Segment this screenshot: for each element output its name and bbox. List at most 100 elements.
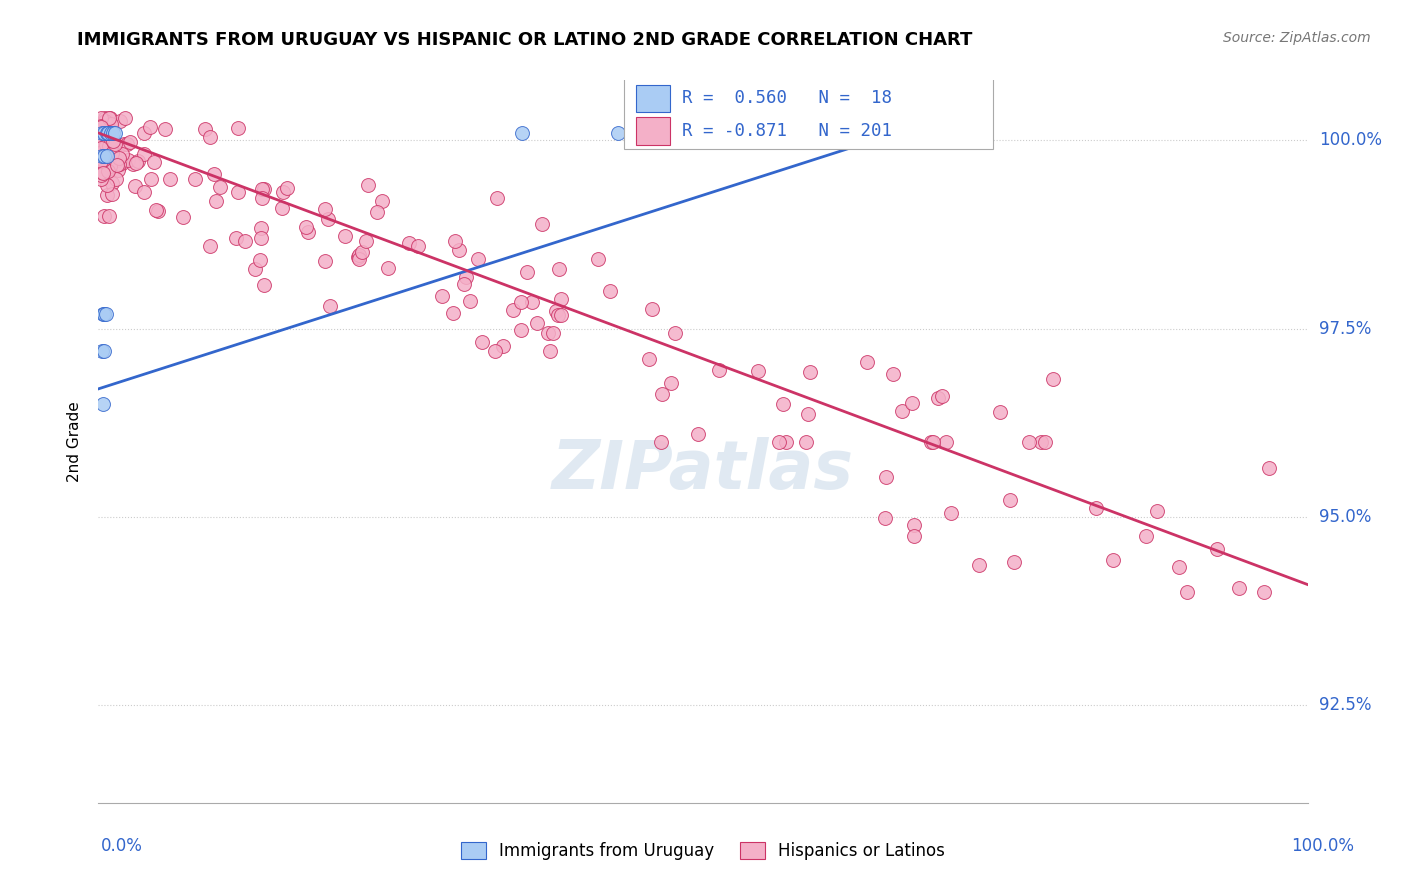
Point — [98, 111, 121, 125]
Point — [664, 326, 686, 340]
Point — [882, 368, 904, 382]
Point — [638, 351, 661, 366]
Point — [142, 154, 165, 169]
Point — [271, 185, 294, 199]
Point — [927, 391, 949, 405]
Point — [546, 304, 568, 318]
Point — [349, 252, 371, 266]
Point — [93, 159, 115, 173]
Point — [93, 344, 115, 359]
Point — [96, 126, 118, 140]
Point — [1135, 529, 1157, 543]
Point — [94, 113, 117, 128]
Point — [93, 167, 115, 181]
Point — [491, 339, 513, 353]
Point — [1000, 492, 1022, 507]
Point — [108, 151, 131, 165]
Point — [346, 250, 368, 264]
Point — [650, 434, 672, 449]
Point — [903, 529, 925, 543]
Point — [127, 154, 149, 169]
Point — [900, 396, 922, 410]
Point — [90, 119, 112, 133]
Point — [117, 153, 139, 167]
Point — [93, 126, 115, 140]
Point — [114, 111, 136, 125]
Point — [772, 397, 794, 411]
Point — [454, 270, 477, 285]
Point — [599, 284, 621, 298]
Point — [510, 323, 533, 337]
Point — [526, 316, 548, 330]
Point — [104, 136, 127, 151]
Point — [250, 231, 273, 245]
Point — [101, 134, 124, 148]
Point — [1085, 501, 1108, 516]
Point — [250, 182, 273, 196]
Point — [90, 141, 112, 155]
Point — [146, 203, 169, 218]
Point — [1227, 581, 1250, 595]
Point — [96, 142, 118, 156]
Point — [91, 165, 114, 179]
Point — [548, 261, 571, 276]
Point — [920, 434, 942, 449]
Point — [688, 427, 710, 442]
Point — [93, 209, 115, 223]
Point — [891, 404, 914, 418]
Text: R =  0.560   N =  18: R = 0.560 N = 18 — [682, 89, 893, 107]
Point — [93, 307, 115, 321]
Point — [276, 180, 298, 194]
Point — [108, 114, 131, 128]
Point — [449, 243, 471, 257]
Text: IMMIGRANTS FROM URUGUAY VS HISPANIC OR LATINO 2ND GRADE CORRELATION CHART: IMMIGRANTS FROM URUGUAY VS HISPANIC OR L… — [77, 31, 973, 49]
Point — [184, 172, 207, 186]
Point — [94, 140, 117, 154]
Point — [225, 230, 247, 244]
Point — [91, 126, 114, 140]
Point — [271, 201, 294, 215]
Point — [1253, 585, 1275, 599]
Point — [97, 164, 120, 178]
Point — [132, 126, 155, 140]
Point — [97, 137, 120, 152]
Point — [101, 186, 124, 201]
Point — [1206, 541, 1229, 556]
Point — [172, 211, 194, 225]
Point — [134, 186, 156, 200]
Point — [316, 212, 339, 227]
Point — [98, 132, 121, 146]
Point — [125, 155, 148, 169]
Point — [90, 149, 112, 163]
Point — [94, 307, 117, 321]
Point — [121, 157, 143, 171]
Point — [101, 176, 124, 190]
FancyBboxPatch shape — [637, 117, 671, 145]
Point — [93, 145, 115, 159]
Point — [347, 247, 370, 261]
Point — [153, 122, 176, 136]
Point — [100, 126, 122, 140]
Point — [377, 261, 399, 276]
Point — [967, 558, 990, 572]
Point — [249, 253, 271, 268]
Point — [90, 165, 112, 179]
Point — [90, 120, 112, 134]
Point — [159, 171, 181, 186]
Point — [91, 153, 114, 167]
Point — [640, 301, 662, 316]
Point — [124, 178, 146, 193]
Point — [90, 111, 112, 125]
Point — [294, 219, 316, 234]
Point — [104, 126, 127, 140]
Point — [100, 147, 122, 161]
Point — [453, 277, 475, 291]
Point — [93, 148, 115, 162]
Point — [226, 120, 249, 135]
Point — [208, 179, 231, 194]
Point — [96, 148, 118, 162]
Text: 0.0%: 0.0% — [101, 837, 143, 855]
Point — [486, 191, 509, 205]
Point — [941, 506, 963, 520]
Point — [856, 354, 879, 368]
